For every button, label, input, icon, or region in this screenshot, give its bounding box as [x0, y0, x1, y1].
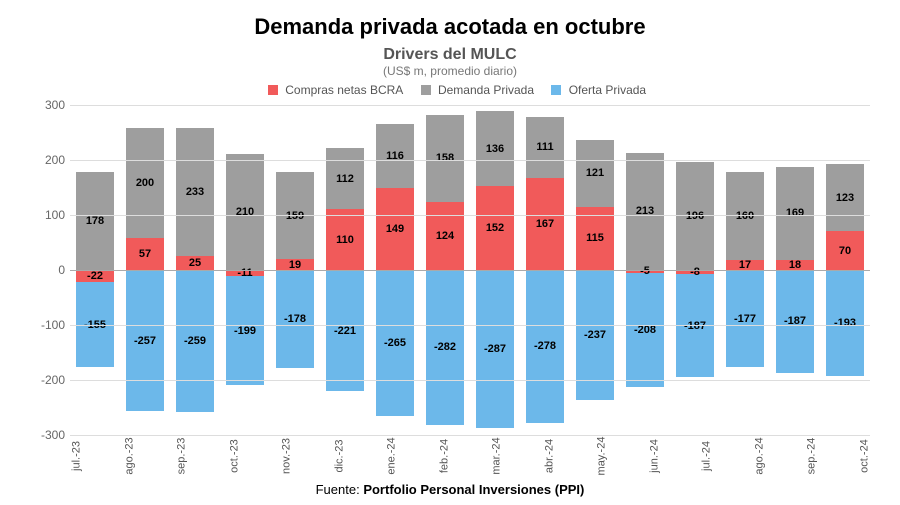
x-tick-label: jul.-24 — [700, 430, 712, 483]
bar-seg-oferta — [776, 270, 814, 373]
bar-seg-demanda — [776, 167, 814, 260]
x-tick-label: oct.-23 — [228, 430, 240, 483]
bar-seg-compras — [826, 231, 864, 270]
y-tick-label: -200 — [25, 373, 65, 387]
bar-seg-demanda — [326, 148, 364, 210]
x-tick-label: abr.-24 — [543, 430, 555, 483]
gridline — [70, 105, 870, 106]
bar-seg-oferta — [326, 270, 364, 392]
legend-swatch-demanda — [421, 85, 431, 95]
chart-container: Demanda privada acotada en octubre Drive… — [0, 0, 900, 505]
y-tick-label: 100 — [25, 208, 65, 222]
x-axis-labels: jul.-23ago.-23sep.-23oct.-23nov.-23dic.-… — [50, 450, 890, 462]
legend-swatch-compras — [268, 85, 278, 95]
bar-seg-oferta — [626, 273, 664, 387]
gridline — [70, 435, 870, 436]
x-tick-label: dic.-23 — [333, 430, 345, 483]
source-name: Portfolio Personal Inversiones (PPI) — [363, 482, 584, 497]
bar-seg-oferta — [126, 270, 164, 411]
gridline — [70, 270, 870, 271]
y-tick-label: 200 — [25, 153, 65, 167]
gridline — [70, 325, 870, 326]
y-tick-label: 300 — [25, 98, 65, 112]
chart-subtitle: Drivers del MULC — [20, 46, 880, 64]
x-tick-label: jun.-24 — [648, 430, 660, 483]
bar-seg-oferta — [176, 270, 214, 412]
x-tick-label: jul.-23 — [70, 430, 82, 483]
bar-seg-compras — [176, 256, 214, 270]
bar-seg-compras — [326, 209, 364, 270]
x-tick-label: feb.-24 — [438, 430, 450, 483]
x-tick-label: mar.-24 — [490, 430, 502, 483]
chart-subtitle2: (US$ m, promedio diario) — [20, 64, 880, 78]
bar-seg-compras — [376, 188, 414, 270]
legend-label-compras: Compras netas BCRA — [285, 83, 403, 97]
x-tick-label: ago.-23 — [123, 430, 135, 483]
y-tick-label: -300 — [25, 428, 65, 442]
bar-seg-demanda — [226, 154, 264, 270]
y-tick-label: 0 — [25, 263, 65, 277]
bar-seg-oferta — [376, 270, 414, 416]
bar-seg-oferta — [826, 270, 864, 376]
bar-seg-demanda — [476, 111, 514, 186]
bar-seg-demanda — [176, 128, 214, 256]
x-tick-label: ene.-24 — [385, 430, 397, 483]
plot-area: 178-22-15520057-25723325-259210-11-19915… — [70, 105, 870, 435]
gridline — [70, 380, 870, 381]
bar-seg-compras — [276, 259, 314, 269]
bar-seg-compras — [776, 260, 814, 270]
bar-seg-demanda — [376, 124, 414, 188]
bar-seg-compras — [726, 260, 764, 269]
chart-title: Demanda privada acotada en octubre — [20, 14, 880, 40]
y-tick-label: -100 — [25, 318, 65, 332]
bar-seg-oferta — [726, 270, 764, 367]
gridline — [70, 215, 870, 216]
bar-seg-compras — [126, 238, 164, 269]
bar-seg-demanda — [76, 172, 114, 270]
bar-seg-oferta — [226, 276, 264, 385]
chart-source: Fuente: Portfolio Personal Inversiones (… — [0, 482, 900, 497]
bar-seg-demanda — [676, 162, 714, 270]
bar-seg-oferta — [426, 270, 464, 425]
bar-seg-demanda — [826, 164, 864, 232]
bar-seg-compras — [426, 202, 464, 270]
legend-label-oferta: Oferta Privada — [569, 83, 646, 97]
bar-seg-demanda — [576, 140, 614, 207]
bar-seg-demanda — [426, 115, 464, 202]
x-tick-label: oct.-24 — [858, 430, 870, 483]
x-tick-label: sep.-24 — [805, 430, 817, 483]
bar-seg-demanda — [526, 117, 564, 178]
bar-seg-oferta — [276, 270, 314, 368]
source-prefix: Fuente: — [316, 482, 364, 497]
x-tick-label: may.-24 — [595, 430, 607, 483]
legend-swatch-oferta — [551, 85, 561, 95]
legend-label-demanda: Demanda Privada — [438, 83, 534, 97]
x-tick-label: sep.-23 — [175, 430, 187, 483]
bar-seg-demanda — [626, 153, 664, 270]
bar-seg-compras — [476, 186, 514, 270]
bar-seg-demanda — [726, 172, 764, 260]
chart-legend: Compras netas BCRA Demanda Privada Ofert… — [20, 82, 880, 97]
x-tick-label: ago.-24 — [753, 430, 765, 483]
gridline — [70, 160, 870, 161]
bar-seg-oferta — [476, 270, 514, 428]
bar-seg-compras — [526, 178, 564, 270]
bar-seg-oferta — [526, 270, 564, 423]
bar-seg-compras — [576, 207, 614, 270]
bar-seg-compras — [76, 270, 114, 282]
bar-seg-demanda — [126, 128, 164, 238]
x-tick-label: nov.-23 — [280, 430, 292, 483]
